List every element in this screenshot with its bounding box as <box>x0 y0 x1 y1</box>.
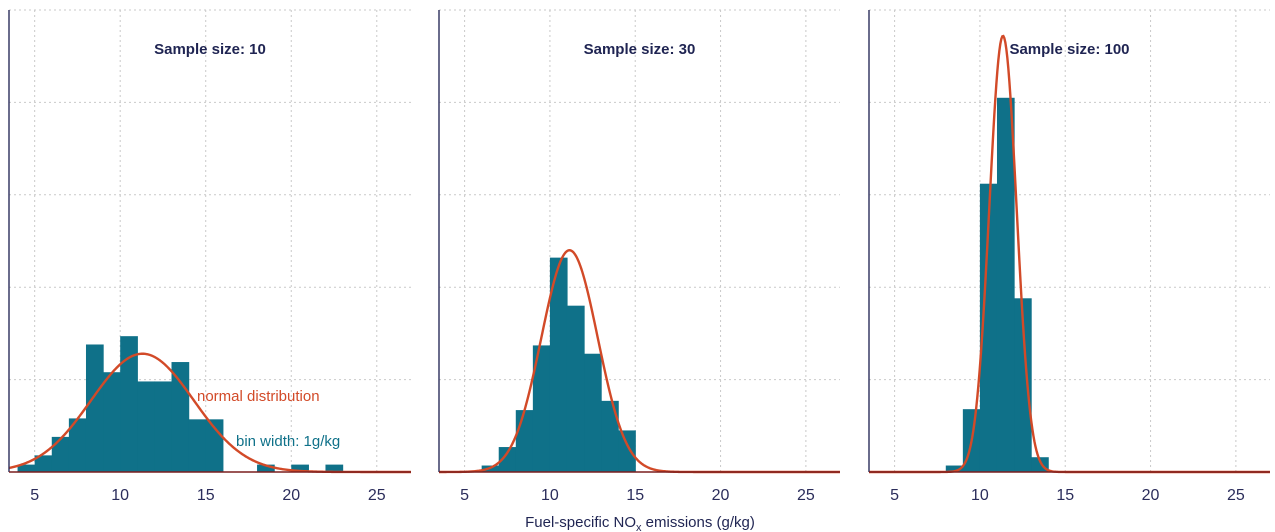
x-tick-label: 5 <box>460 487 469 504</box>
x-tick-label: 5 <box>30 487 39 504</box>
histogram-bar <box>171 362 190 472</box>
x-tick-label: 20 <box>282 487 300 504</box>
x-tick-label: 15 <box>626 487 644 504</box>
x-axis-label: Fuel-specific NOx emissions (g/kg) <box>525 514 755 532</box>
histogram-panel-2: 5 10 15 20 25 Sample size: 30 <box>438 9 840 504</box>
histogram-bar <box>945 465 964 472</box>
x-tick-label: 20 <box>1142 487 1160 504</box>
histogram-bar <box>257 464 275 472</box>
histogram-bar <box>120 336 138 472</box>
histogram-bar <box>325 464 344 472</box>
histogram-panel-1: 5 10 15 20 25 Sample size: 10 normal distribut… <box>8 9 411 504</box>
annotation-normal-distribution: normal distribution <box>197 388 320 405</box>
x-tick-label: 10 <box>971 487 989 504</box>
histogram-bar <box>17 464 36 472</box>
annotation-bin-width: bin width: 1g/kg <box>236 433 340 450</box>
x-axis-label-prefix: Fuel-specific NO <box>525 514 636 531</box>
histogram-bar <box>1014 298 1032 472</box>
x-tick-label: 10 <box>111 487 129 504</box>
x-tick-label: 20 <box>712 487 730 504</box>
histogram-bar <box>566 305 585 472</box>
histogram-bar <box>291 464 309 472</box>
histogram-bar <box>515 410 534 472</box>
histogram-bar <box>154 381 173 472</box>
histogram-bar <box>549 257 568 472</box>
x-axis-label-subscript: x <box>636 522 642 532</box>
x-tick-label: 25 <box>368 487 386 504</box>
x-tick-label: 25 <box>1227 487 1245 504</box>
normal-distribution-curve <box>869 34 1270 474</box>
histogram-bar <box>601 400 619 472</box>
panel-title: Sample size: 30 <box>584 41 696 58</box>
histogram-panel-3: 5 10 15 20 25 Sample size: 100 <box>868 9 1270 504</box>
histogram-bar <box>584 353 602 472</box>
x-tick-label: 25 <box>797 487 815 504</box>
panel-title: Sample size: 10 <box>154 41 266 58</box>
x-axis-label-suffix: emissions (g/kg) <box>641 514 754 531</box>
histogram-bar <box>979 183 998 472</box>
x-tick-label: 15 <box>197 487 215 504</box>
histogram-bar <box>188 419 207 472</box>
histogram-bar <box>85 344 104 472</box>
histogram-bar <box>34 455 53 472</box>
x-tick-label: 10 <box>541 487 559 504</box>
histogram-bar <box>618 430 636 472</box>
histogram-bar <box>51 436 70 472</box>
histogram-bar <box>68 418 87 472</box>
histogram-bar <box>137 381 156 472</box>
normal-distribution-curve <box>438 249 840 474</box>
histogram-bar <box>532 345 551 472</box>
histogram-bar <box>498 447 517 472</box>
x-tick-label: 15 <box>1056 487 1074 504</box>
panel-title: Sample size: 100 <box>1009 41 1129 58</box>
histogram-bar <box>103 372 121 472</box>
histogram-bar <box>996 97 1015 472</box>
x-tick-label: 5 <box>890 487 899 504</box>
